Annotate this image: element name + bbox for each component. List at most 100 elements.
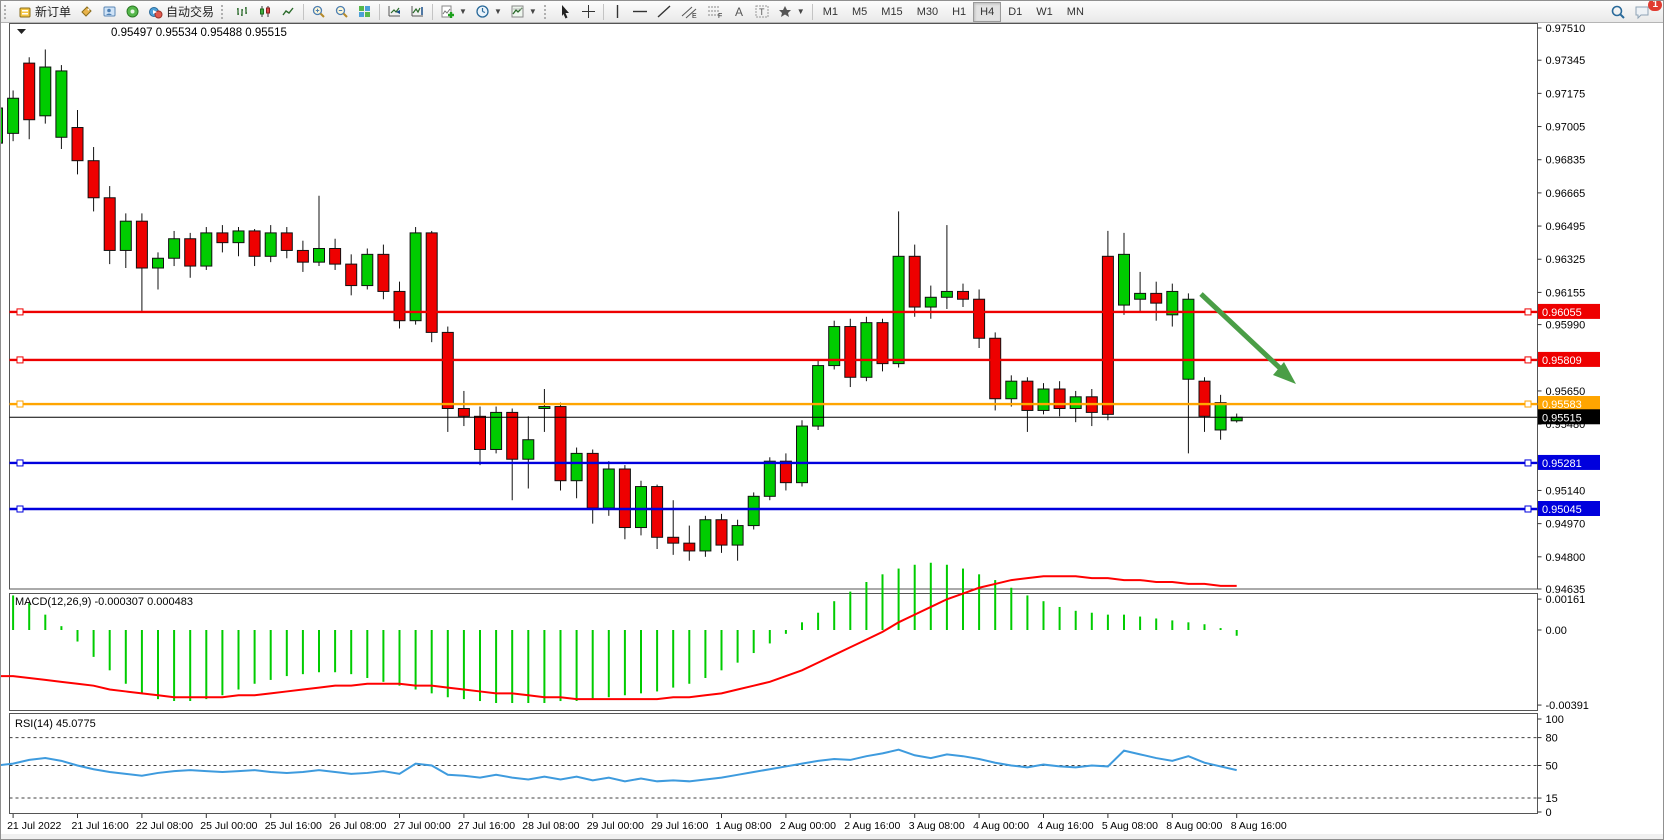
bear-candle	[103, 197, 116, 251]
periods-button[interactable]: ▼	[471, 3, 506, 21]
level-price-badge	[1538, 303, 1600, 319]
line-chart-button[interactable]	[277, 3, 300, 21]
time-tick-label: 4 Aug 16:00	[1038, 820, 1094, 832]
templates-button[interactable]: ▼	[506, 3, 541, 21]
level-anchor[interactable]	[1524, 505, 1532, 513]
crosshair-button[interactable]	[577, 3, 600, 21]
level-anchor[interactable]	[1524, 356, 1532, 364]
signal-button[interactable]	[121, 3, 144, 21]
auto-scroll-button[interactable]	[383, 3, 406, 21]
new-order-button[interactable]: 新订单	[14, 3, 75, 21]
time-tick-label: 8 Aug 16:00	[1231, 820, 1287, 832]
chart-shift-icon	[410, 4, 425, 19]
bar-chart-button[interactable]	[231, 3, 254, 21]
bear-candle	[667, 536, 680, 544]
price-tick-label: 0.95140	[1546, 485, 1586, 497]
trend-arrow[interactable]	[1199, 292, 1284, 372]
rsi-line	[1, 748, 1237, 783]
time-tick-label: 25 Jul 16:00	[265, 820, 322, 832]
timeframe-m30[interactable]: M30	[916, 5, 939, 18]
tile-windows-icon	[357, 4, 372, 19]
bear-candle	[844, 326, 857, 378]
bull-candle	[313, 247, 325, 263]
crosshair-icon	[581, 4, 596, 19]
text-label-button[interactable]: T	[750, 3, 774, 21]
horizontal-line-button[interactable]	[628, 3, 652, 21]
trendline-button[interactable]	[652, 3, 676, 21]
bull-candle	[522, 439, 535, 460]
timeframe-m1[interactable]: M1	[822, 5, 838, 18]
bull-candle	[602, 468, 615, 509]
level-anchor[interactable]	[16, 356, 24, 364]
bear-candle	[908, 255, 921, 308]
profile-button[interactable]	[98, 3, 121, 21]
auto-trading-button[interactable]: 自动交易	[144, 3, 218, 21]
signal-icon	[125, 4, 140, 19]
bear-candle	[216, 232, 229, 244]
toolbar-separator	[379, 3, 381, 20]
timeframe-group: M1 M5 M15 M30 H1 H4 D1 W1 MN	[816, 1, 1091, 22]
search-button[interactable]	[1606, 3, 1630, 21]
notifications-button[interactable]: 1	[1630, 1, 1662, 21]
cursor-button[interactable]	[554, 3, 577, 21]
macd-tick-label: 0.00	[1546, 625, 1567, 637]
time-tick-label: 1 Aug 08:00	[716, 820, 772, 832]
bear-candle	[393, 290, 406, 322]
tile-windows-button[interactable]	[353, 3, 376, 21]
timeframe-h1[interactable]: H1	[952, 5, 967, 18]
level-anchor[interactable]	[1524, 459, 1532, 467]
price-tick-label: 0.95990	[1546, 320, 1586, 332]
bull-candle	[119, 220, 132, 251]
level-anchor[interactable]	[16, 505, 24, 513]
macd-label: MACD(12,26,9) -0.000307 0.000483	[15, 596, 193, 608]
candlestick-chart-button[interactable]	[254, 3, 277, 21]
level-anchor[interactable]	[16, 459, 24, 467]
timeframe-d1[interactable]: D1	[1008, 5, 1023, 18]
channel-icon: E	[680, 4, 698, 19]
level-price-badge-label: 0.96055	[1542, 307, 1582, 319]
zoom-out-icon	[334, 4, 349, 19]
timeframe-h4[interactable]: H4	[973, 1, 1002, 22]
bear-candle	[23, 62, 36, 121]
price-tick-label: 0.97175	[1546, 88, 1586, 100]
zoom-out-button[interactable]	[330, 3, 353, 21]
timeframe-mn[interactable]: MN	[1066, 5, 1084, 18]
bull-candle	[763, 460, 776, 497]
auto-scroll-icon	[387, 4, 402, 19]
zoom-in-button[interactable]	[307, 3, 330, 21]
time-tick-label: 25 Jul 00:00	[200, 820, 257, 832]
timeframe-w1[interactable]: W1	[1036, 5, 1053, 18]
time-tick-label: 2 Aug 16:00	[844, 820, 900, 832]
level-anchor[interactable]	[1524, 308, 1532, 316]
trend-arrow-head[interactable]	[1273, 362, 1296, 384]
text-button[interactable]: A	[728, 3, 750, 21]
bear-candle	[296, 249, 309, 263]
trendline-icon	[656, 4, 672, 19]
bear-candle	[1198, 380, 1211, 417]
timeframe-m15[interactable]: M15	[881, 5, 903, 18]
level-anchor[interactable]	[16, 308, 24, 316]
time-tick-label: 22 Jul 08:00	[136, 820, 193, 832]
bull-candle	[538, 406, 551, 410]
indicators-button[interactable]: ▼	[436, 3, 471, 21]
bear-candle	[1053, 388, 1066, 410]
chart-shift-button[interactable]	[406, 3, 429, 21]
new-order-label: 新订单	[35, 5, 72, 19]
level-anchor[interactable]	[16, 400, 24, 408]
bear-candle	[683, 542, 696, 552]
chart-canvas[interactable]: 0.97510 0.97345 0.97175 0.97005 0.96835 0.966…	[1, 22, 1664, 840]
arrows-button[interactable]: ▼	[774, 3, 809, 21]
symbol-dropdown-icon[interactable]	[17, 29, 26, 34]
market-watch-button[interactable]	[75, 3, 98, 21]
equidistant-channel-button[interactable]: E	[676, 3, 702, 21]
level-anchor[interactable]	[1524, 400, 1532, 408]
bull-candle	[490, 411, 503, 450]
vertical-line-button[interactable]	[607, 3, 628, 21]
bull-candle	[39, 66, 52, 117]
timeframe-m5[interactable]: M5	[852, 5, 868, 18]
bull-candle	[828, 326, 841, 367]
fibonacci-button[interactable]: F	[702, 3, 728, 21]
bear-candle	[1150, 292, 1163, 304]
auto-trading-icon	[148, 4, 163, 19]
rsi-pane	[9, 713, 1538, 814]
